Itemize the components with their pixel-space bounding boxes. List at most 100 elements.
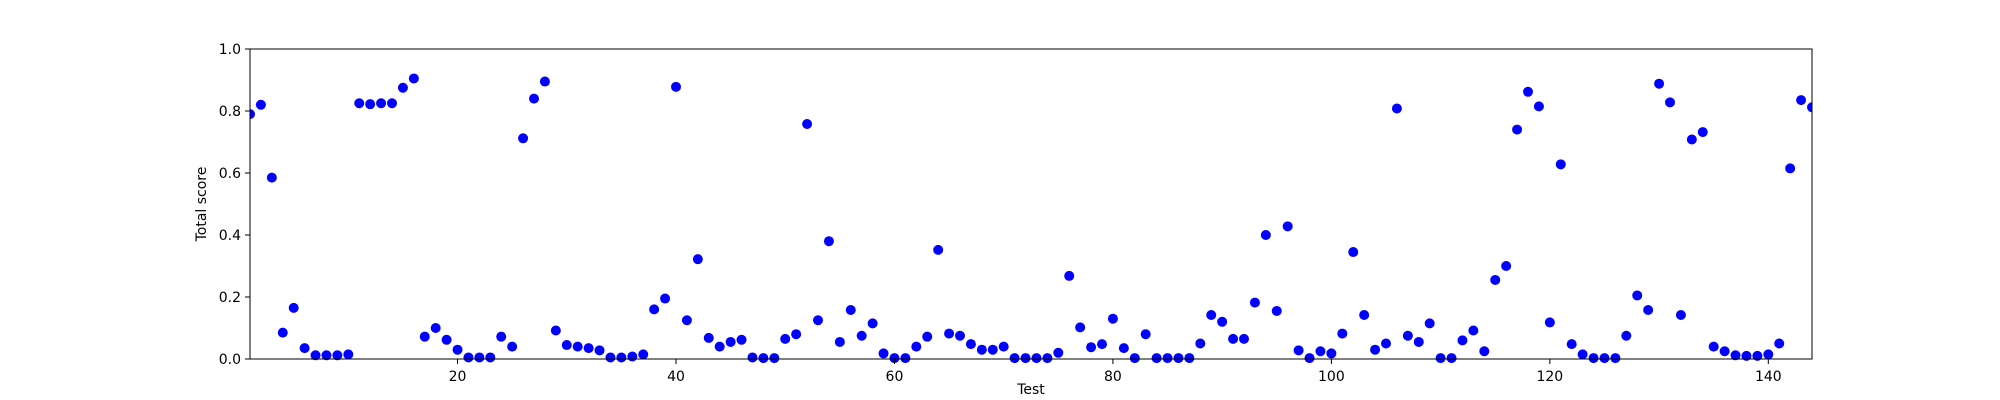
x-tick-label: 120 xyxy=(1536,369,1563,385)
data-point xyxy=(250,109,255,120)
data-point xyxy=(736,334,747,345)
data-point xyxy=(463,352,474,363)
data-point xyxy=(1424,318,1435,329)
data-point xyxy=(714,341,725,352)
data-point xyxy=(1566,339,1577,350)
data-point xyxy=(878,348,889,359)
data-point xyxy=(1643,305,1654,316)
x-tick-label: 140 xyxy=(1755,369,1782,385)
data-point xyxy=(1075,322,1086,333)
data-point xyxy=(1413,336,1424,347)
data-point xyxy=(976,344,987,355)
data-point xyxy=(692,254,703,265)
data-point xyxy=(1577,349,1588,360)
data-point xyxy=(1719,346,1730,357)
data-point xyxy=(922,331,933,342)
data-point xyxy=(605,352,616,363)
data-point xyxy=(769,353,780,364)
y-tick-label: 0.0 xyxy=(219,352,241,368)
data-point xyxy=(255,99,266,110)
data-point xyxy=(1304,353,1315,364)
data-point xyxy=(550,325,561,336)
x-axis-ticks: 20 40 60 80 100 120 140 xyxy=(449,359,1782,385)
data-point xyxy=(1239,333,1249,344)
data-point xyxy=(955,330,965,341)
x-tick-label: 80 xyxy=(1104,369,1122,385)
data-point xyxy=(1774,338,1785,349)
data-point xyxy=(583,343,594,354)
data-point xyxy=(1468,325,1479,336)
data-point xyxy=(1796,95,1807,106)
data-point xyxy=(452,344,463,355)
data-point xyxy=(1708,341,1719,352)
data-point xyxy=(627,351,638,362)
data-point xyxy=(965,339,976,350)
data-point xyxy=(343,349,354,360)
data-point xyxy=(441,334,452,345)
data-point xyxy=(496,331,507,342)
data-point xyxy=(1228,333,1239,344)
y-tick-label: 0.8 xyxy=(219,104,241,120)
data-point xyxy=(430,323,441,333)
data-point xyxy=(1118,343,1129,354)
x-tick-label: 100 xyxy=(1318,369,1345,385)
x-tick-label: 40 xyxy=(667,369,685,385)
data-point xyxy=(1151,353,1162,364)
data-point xyxy=(1140,329,1151,340)
data-point xyxy=(507,341,518,352)
data-point xyxy=(1053,347,1064,358)
data-point xyxy=(1675,309,1686,320)
data-point xyxy=(1042,353,1053,364)
data-point xyxy=(1621,330,1632,341)
data-point xyxy=(1697,127,1708,138)
plot-frame xyxy=(249,48,1813,360)
data-point xyxy=(823,236,834,247)
data-point xyxy=(1217,316,1228,327)
data-point xyxy=(1162,353,1173,364)
data-point xyxy=(1435,353,1446,364)
data-point xyxy=(856,330,867,341)
data-point xyxy=(671,81,681,92)
data-point xyxy=(813,315,823,326)
data-point xyxy=(1446,353,1457,364)
data-point xyxy=(1391,103,1402,114)
data-point xyxy=(1020,353,1031,364)
data-point xyxy=(1632,290,1643,301)
data-point xyxy=(485,352,496,363)
data-point xyxy=(1654,78,1665,89)
data-point xyxy=(1129,353,1140,364)
data-point xyxy=(1752,350,1763,361)
data-point xyxy=(1206,309,1217,320)
data-point xyxy=(911,341,922,352)
data-point xyxy=(419,331,430,342)
data-point xyxy=(944,328,955,339)
data-point xyxy=(780,333,791,344)
data-point xyxy=(277,327,288,338)
x-axis-label: Test xyxy=(1016,382,1045,398)
data-point xyxy=(998,341,1009,352)
data-point xyxy=(1555,159,1566,170)
data-point xyxy=(365,99,376,110)
data-point xyxy=(660,293,671,304)
data-point xyxy=(572,341,583,352)
data-point xyxy=(1588,353,1599,364)
data-point xyxy=(758,353,769,364)
x-tick-label: 20 xyxy=(449,369,467,385)
data-point xyxy=(1086,342,1097,353)
data-point xyxy=(1610,353,1621,364)
data-point xyxy=(1512,124,1523,135)
data-point xyxy=(1107,313,1118,324)
data-point xyxy=(1501,261,1512,271)
data-point xyxy=(1533,101,1544,112)
data-point xyxy=(1785,163,1796,174)
data-point xyxy=(1271,305,1282,316)
data-point xyxy=(376,98,387,109)
data-point xyxy=(1195,338,1206,349)
y-tick-label: 1.0 xyxy=(219,42,241,58)
data-point xyxy=(649,304,660,315)
data-point xyxy=(1293,345,1304,356)
data-point xyxy=(1097,339,1107,350)
data-point xyxy=(1315,346,1326,357)
data-point xyxy=(1009,353,1020,364)
data-point xyxy=(518,133,529,144)
